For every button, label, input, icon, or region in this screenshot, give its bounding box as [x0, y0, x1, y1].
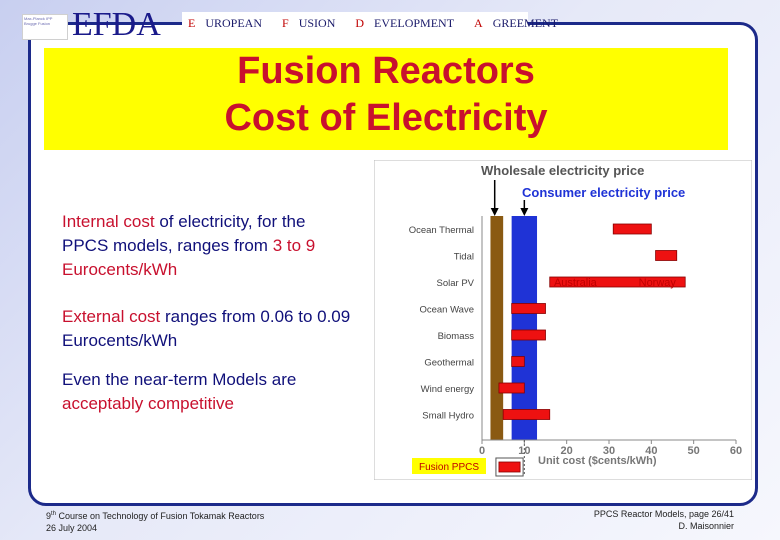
consumer-price-band [511, 216, 538, 440]
competitive-text: Even the near-term Models are [62, 370, 297, 389]
x-tick-label: 60 [730, 445, 742, 457]
agreement-word-1-rest: UROPEAN [205, 15, 263, 30]
cost-range-bar [498, 382, 525, 394]
cost-range-bar [498, 461, 521, 473]
cost-chart-svg: Wholesale electricity price Consumer elec… [373, 159, 753, 481]
x-tick-label: 10 [518, 445, 530, 457]
chart-subtitle: Consumer electricity price [522, 185, 685, 200]
footer-course-suffix: th [51, 511, 57, 517]
cost-range-bar [511, 303, 546, 314]
external-cost-text: ranges from 0.06 to 0.09 Eurocents/kWh [62, 307, 351, 350]
x-tick-label: 20 [561, 445, 573, 457]
agreement-word-2-rest: USION [298, 15, 336, 30]
slide-title: Fusion Reactors Cost of Electricity [44, 48, 728, 150]
fusion-label-highlight [412, 458, 486, 474]
category-label: Ocean Wave [419, 305, 474, 316]
category-label: Tidal [454, 252, 474, 263]
category-label: Biomass [438, 331, 475, 342]
category-label: Geothermal [424, 358, 474, 369]
wholesale-price-band [490, 216, 504, 440]
cost-range-bar [511, 356, 525, 367]
chart-background [373, 159, 753, 481]
bar-annotation: Australia [554, 277, 598, 289]
bullet-internal-cost: Internal cost of electricity, for the PP… [62, 210, 352, 282]
ipp-logo: Max-Planck IPP Brugge Fusion [22, 14, 68, 40]
agreement-word-3-rest: EVELOPMENT [374, 15, 455, 30]
agreement-word-4-rest: GREEMENT [492, 15, 559, 30]
agreement-word-2: F USION [282, 16, 345, 31]
footer-course-number: 9 [46, 511, 52, 521]
agreement-word-4-initial: A [474, 15, 483, 30]
footer-course: 9th Course on Technology of Fusion Tokam… [46, 508, 264, 534]
footer-author: D. Maisonnier [678, 521, 734, 531]
title-line-1: Fusion Reactors [237, 50, 535, 92]
bullet-competitive: Even the near-term Models are acceptably… [62, 368, 352, 416]
x-tick-label: 40 [645, 445, 657, 457]
category-label: Wind energy [421, 384, 475, 395]
cost-range-bar [655, 250, 678, 261]
agreement-banner: E UROPEAN F USION D EVELOPMENT A GREEMENT [182, 12, 558, 34]
logo-text: Max-Planck IPP Brugge Fusion [24, 16, 53, 26]
category-label: Solar PV [437, 278, 475, 289]
x-axis-label: Unit cost ($cents/kWh) [538, 455, 657, 467]
x-tick-label: 50 [688, 445, 700, 457]
bullet-external-cost: External cost ranges from 0.06 to 0.09 E… [62, 305, 352, 353]
agreement-word-3-initial: D [355, 15, 365, 30]
internal-cost-range: 3 to 9 Eurocents/kWh [62, 236, 316, 279]
internal-cost-text: of electricity, for the PPCS models, ran… [62, 212, 306, 255]
bar-annotation: Norway [639, 277, 677, 289]
cost-range-bar [511, 329, 546, 341]
competitive-highlight: acceptably competitive [62, 394, 234, 413]
agreement-word-2-initial: F [282, 15, 289, 30]
title-line-2: Cost of Electricity [224, 97, 548, 139]
category-label: Small Hydro [422, 411, 474, 422]
agreement-word-1-initial: E [188, 15, 196, 30]
cost-range-bar [502, 409, 551, 420]
agreement-word-4: A GREEMENT [474, 16, 568, 31]
chart-title: Wholesale electricity price [481, 163, 644, 178]
cost-range-bar [612, 223, 652, 235]
cost-chart: Wholesale electricity price Consumer elec… [373, 159, 753, 481]
x-tick-label: 0 [479, 445, 485, 457]
agreement-word-1: E UROPEAN [188, 16, 272, 31]
internal-cost-label: Internal cost [62, 212, 155, 231]
footer-page-number: PPCS Reactor Models, page 26/41 [593, 509, 734, 519]
external-cost-label: External cost [62, 307, 161, 326]
category-label: Fusion PPCS [419, 462, 479, 473]
consumer-arrow-head [520, 208, 529, 216]
category-label: Ocean Thermal [409, 225, 474, 236]
footer-date: 26 July 2004 [46, 523, 98, 533]
org-name: EFDA [72, 6, 161, 43]
cost-range-bar [549, 276, 686, 288]
agreement-word-3: D EVELOPMENT [355, 16, 464, 31]
wholesale-arrow-head [490, 208, 499, 216]
footer-page-info: PPCS Reactor Models, page 26/41 D. Maiso… [560, 508, 734, 532]
footer-course-line-1: 9th Course on Technology of Fusion Tokam… [46, 508, 264, 522]
footer-course-name: Course on Technology of Fusion Tokamak R… [56, 511, 265, 521]
x-tick-label: 30 [603, 445, 615, 457]
